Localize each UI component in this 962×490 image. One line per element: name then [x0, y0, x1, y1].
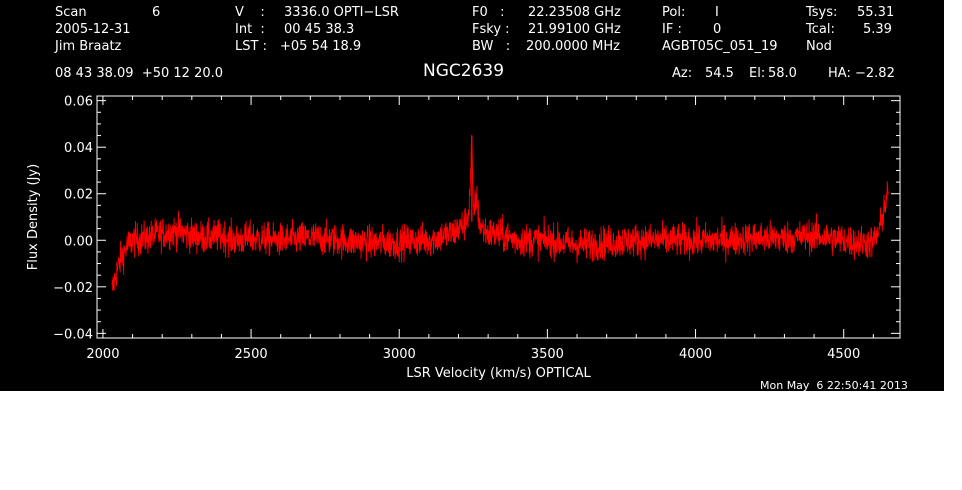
- pol-label: Pol:: [662, 5, 686, 20]
- x-tick-label: 4000: [679, 347, 712, 362]
- f0-label: F0 :: [472, 5, 505, 20]
- x-tick-label: 3000: [383, 347, 416, 362]
- axis-ticks: [97, 96, 900, 338]
- y-tick-label: 0.06: [64, 95, 93, 110]
- if-label: IF :: [662, 22, 682, 37]
- tcal-value: 5.39: [863, 22, 892, 37]
- obs-date: 2005-12-31: [55, 22, 131, 37]
- y-tick-label: 0.00: [64, 234, 93, 249]
- scan-label: Scan: [55, 5, 87, 20]
- az-value: 54.5: [705, 66, 734, 81]
- project-id: AGBT05C_051_19: [662, 39, 778, 54]
- x-tick-label: 2500: [235, 347, 268, 362]
- velocity-value: 3336.0 OPTI−LSR: [284, 5, 399, 20]
- y-tick-label: −0.04: [53, 327, 93, 342]
- int-value: 00 45 38.3: [284, 22, 355, 37]
- x-axis-label: LSR Velocity (km/s) OPTICAL: [406, 366, 591, 381]
- velocity-label: V :: [235, 5, 265, 20]
- y-tick-label: 0.02: [64, 188, 93, 203]
- plot-frame: [96, 95, 901, 339]
- f0-value: 22.23508 GHz: [528, 5, 621, 20]
- int-label: Int :: [235, 22, 265, 37]
- tcal-label: Tcal:: [806, 22, 835, 37]
- if-value: 0: [713, 22, 722, 37]
- pol-value: I: [715, 5, 719, 20]
- bw-value: 200.0000 MHz: [526, 39, 620, 54]
- bw-label: BW :: [472, 39, 511, 54]
- x-tick-label: 4500: [827, 347, 860, 362]
- y-tick-labels: −0.04 −0.02 0.00 0.02 0.04 0.06: [53, 95, 93, 343]
- el-value: 58.0: [768, 66, 797, 81]
- x-tick-label: 2000: [86, 347, 119, 362]
- scan-value: 6: [152, 5, 161, 20]
- tsys-label: Tsys:: [806, 5, 838, 20]
- spectrum-line: [111, 134, 889, 291]
- source-coords: 08 43 38.09 +50 12 20.0: [55, 66, 224, 81]
- spectrum-trace: [111, 134, 889, 291]
- fsky-value: 21.99100 GHz: [528, 22, 621, 37]
- fsky-label: Fsky :: [472, 22, 510, 37]
- spectrum-chart: 2000 2500 3000 3500 4000 4500 −0.04 −0.02 0.00 0…: [26, 95, 901, 381]
- source-title: NGC2639: [423, 61, 505, 81]
- az-label: Az:: [672, 66, 693, 81]
- x-tick-label: 3500: [531, 347, 564, 362]
- tsys-value: 55.31: [857, 5, 895, 20]
- x-tick-labels: 2000 2500 3000 3500 4000 4500: [86, 347, 860, 362]
- proc-name: Nod: [806, 39, 832, 54]
- lst-label: LST :: [235, 39, 267, 54]
- ha-value: −2.82: [855, 66, 895, 81]
- plot-panel: Scan 6 V : 3336.0 OPTI−LSR F0 : 22.23508…: [0, 0, 944, 391]
- y-axis-label: Flux Density (Jy): [26, 164, 41, 270]
- ha-label: HA:: [828, 66, 851, 81]
- lst-value: +05 54 18.9: [280, 39, 362, 54]
- plot-timestamp: Mon May 6 22:50:41 2013: [760, 379, 908, 391]
- y-tick-label: −0.02: [53, 281, 93, 296]
- el-label: El:: [749, 66, 766, 81]
- y-tick-label: 0.04: [64, 141, 93, 156]
- observer-name: Jim Braatz: [55, 39, 122, 54]
